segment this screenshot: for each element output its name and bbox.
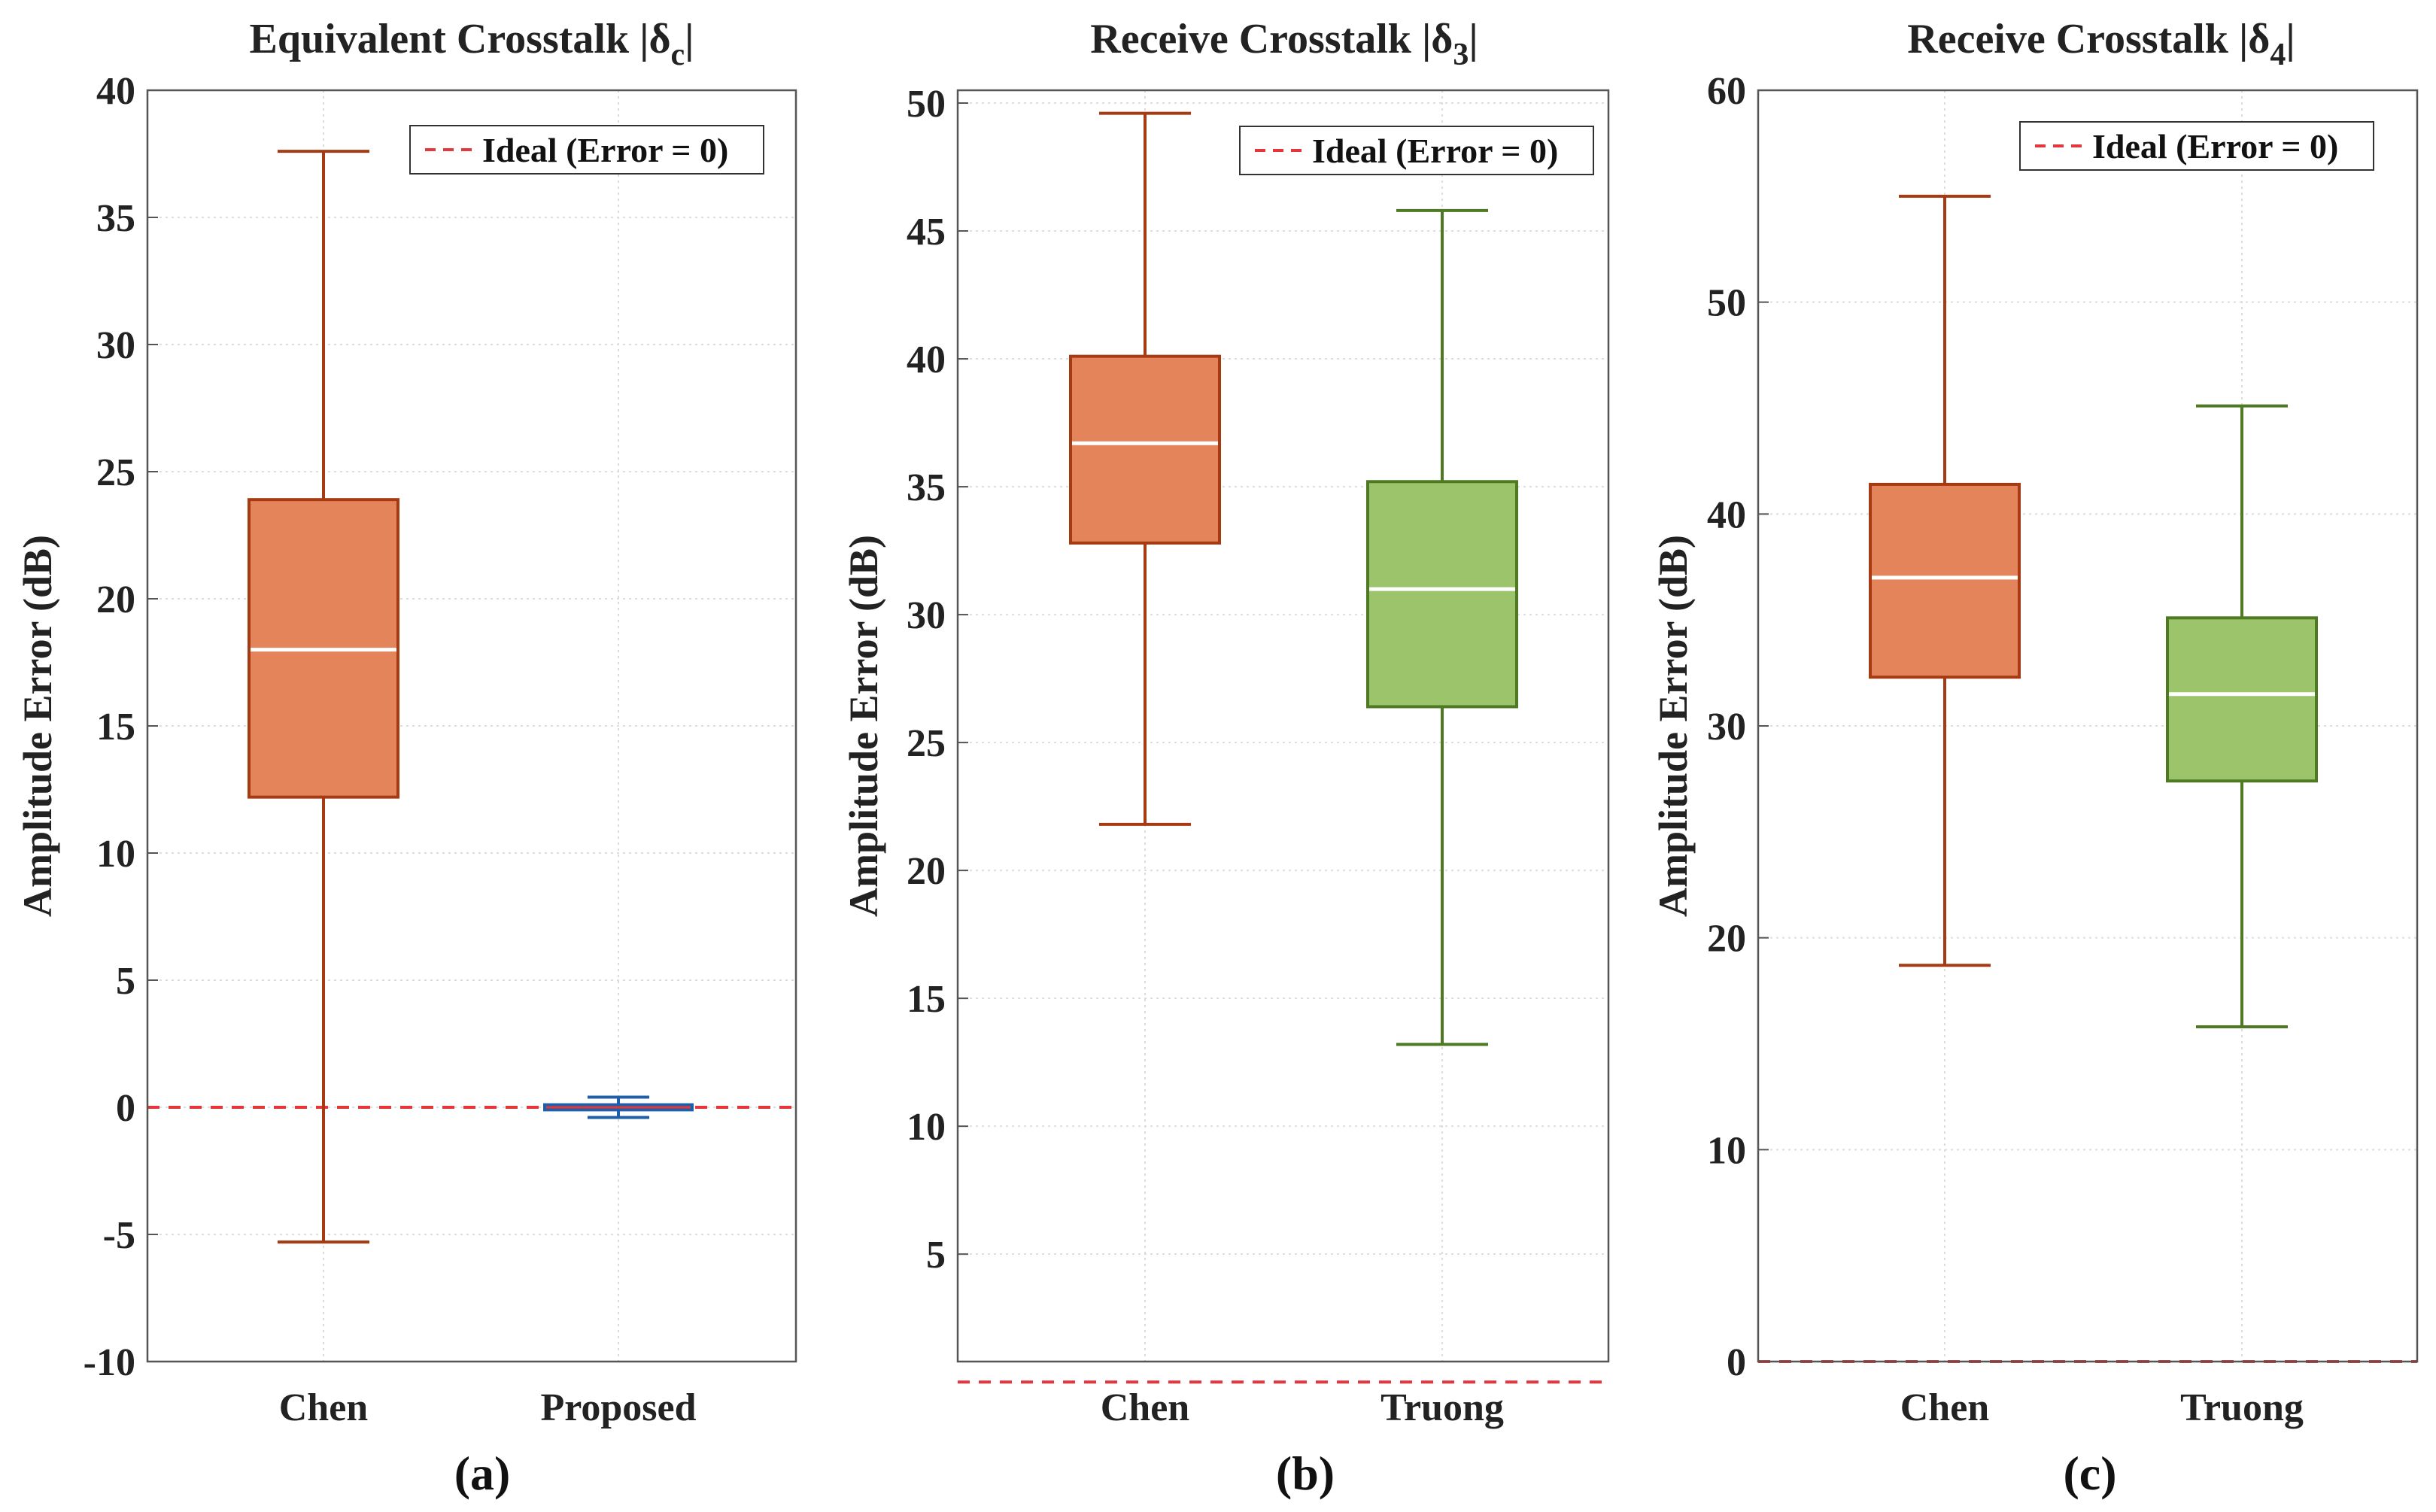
y-tick-label: 40: [1707, 493, 1746, 536]
y-tick-label: 45: [907, 211, 946, 254]
y-axis-label: Amplitude Error (dB): [841, 535, 886, 917]
box-iqr: [1366, 480, 1518, 709]
y-tick-label: 35: [96, 197, 135, 240]
y-tick-label: 50: [907, 83, 946, 126]
x-tick-label: Proposed: [540, 1386, 696, 1429]
plot-area: [958, 90, 1608, 1362]
axes-frame: [1757, 89, 2419, 1363]
box-iqr: [1069, 354, 1221, 545]
y-tick-label: 30: [907, 594, 946, 637]
y-tick-label: 5: [926, 1234, 946, 1277]
chart-title: Equivalent Crosstalk |δc|: [249, 16, 694, 72]
y-tick-label: 40: [907, 339, 946, 381]
x-tick-label: Truong: [2180, 1386, 2304, 1429]
x-tick-label: Chen: [1900, 1386, 1990, 1429]
y-tick-label: 10: [1707, 1129, 1746, 1172]
y-tick-label: 10: [907, 1106, 946, 1149]
box-iqr: [2166, 616, 2318, 783]
axes-frame: [956, 89, 1610, 1363]
y-tick-label: 25: [907, 722, 946, 765]
y-axis-label: Amplitude Error (dB): [15, 535, 60, 917]
y-tick-label: 30: [1707, 706, 1746, 748]
panel-label: (a): [454, 1447, 511, 1500]
legend-label: Ideal (Error = 0): [482, 131, 728, 169]
y-tick-label: 0: [116, 1087, 135, 1130]
x-tick-label: Truong: [1381, 1386, 1504, 1429]
panel-label: (b): [1276, 1447, 1335, 1500]
panel-a: -10 -5 0 5 10 15 20 25 30 35 40 Chen Proposed Equival…: [15, 16, 797, 1500]
legend-label: Ideal (Error = 0): [2092, 127, 2338, 165]
legend: Ideal (Error = 0): [409, 125, 764, 175]
y-tick-label: 35: [907, 466, 946, 509]
x-tick-label: Chen: [279, 1386, 369, 1429]
y-tick-label: 50: [1707, 282, 1746, 325]
legend: Ideal (Error = 0): [1239, 126, 1594, 175]
panel-b: 5 10 15 20 25 30 35 40 45 50 Chen Truong Receive Cro…: [841, 16, 1610, 1500]
y-tick-label: 20: [907, 850, 946, 893]
y-tick-label: 40: [96, 70, 135, 113]
y-tick-label: -5: [103, 1214, 135, 1257]
legend: Ideal (Error = 0): [2019, 121, 2374, 171]
panel-c: 0 10 20 30 40 50 60 Chen Truong Receive Crosstalk…: [1651, 16, 2419, 1500]
y-axis-label: Amplitude Error (dB): [1651, 535, 1696, 917]
y-tick-label: 10: [96, 833, 135, 876]
y-tick-label: 15: [96, 706, 135, 748]
y-tick-label: 20: [96, 578, 135, 621]
y-tick-label: 25: [96, 451, 135, 494]
legend-label: Ideal (Error = 0): [1312, 132, 1558, 170]
chart-title: Receive Crosstalk |δ3|: [1090, 16, 1478, 72]
y-tick-label: 30: [96, 324, 135, 367]
y-tick-label: 0: [1727, 1341, 1746, 1384]
panel-label: (c): [2063, 1447, 2116, 1500]
y-tick-label: 5: [116, 960, 135, 1003]
y-tick-label: 15: [907, 978, 946, 1021]
chart-title: Receive Crosstalk |δ4|: [1907, 16, 2295, 72]
y-tick-label: -10: [84, 1341, 135, 1384]
box-iqr: [1869, 482, 2021, 679]
x-tick-label: Chen: [1101, 1386, 1190, 1429]
axes-frame: [146, 89, 797, 1363]
y-tick-label: 60: [1707, 70, 1746, 113]
y-tick-label: 20: [1707, 918, 1746, 961]
